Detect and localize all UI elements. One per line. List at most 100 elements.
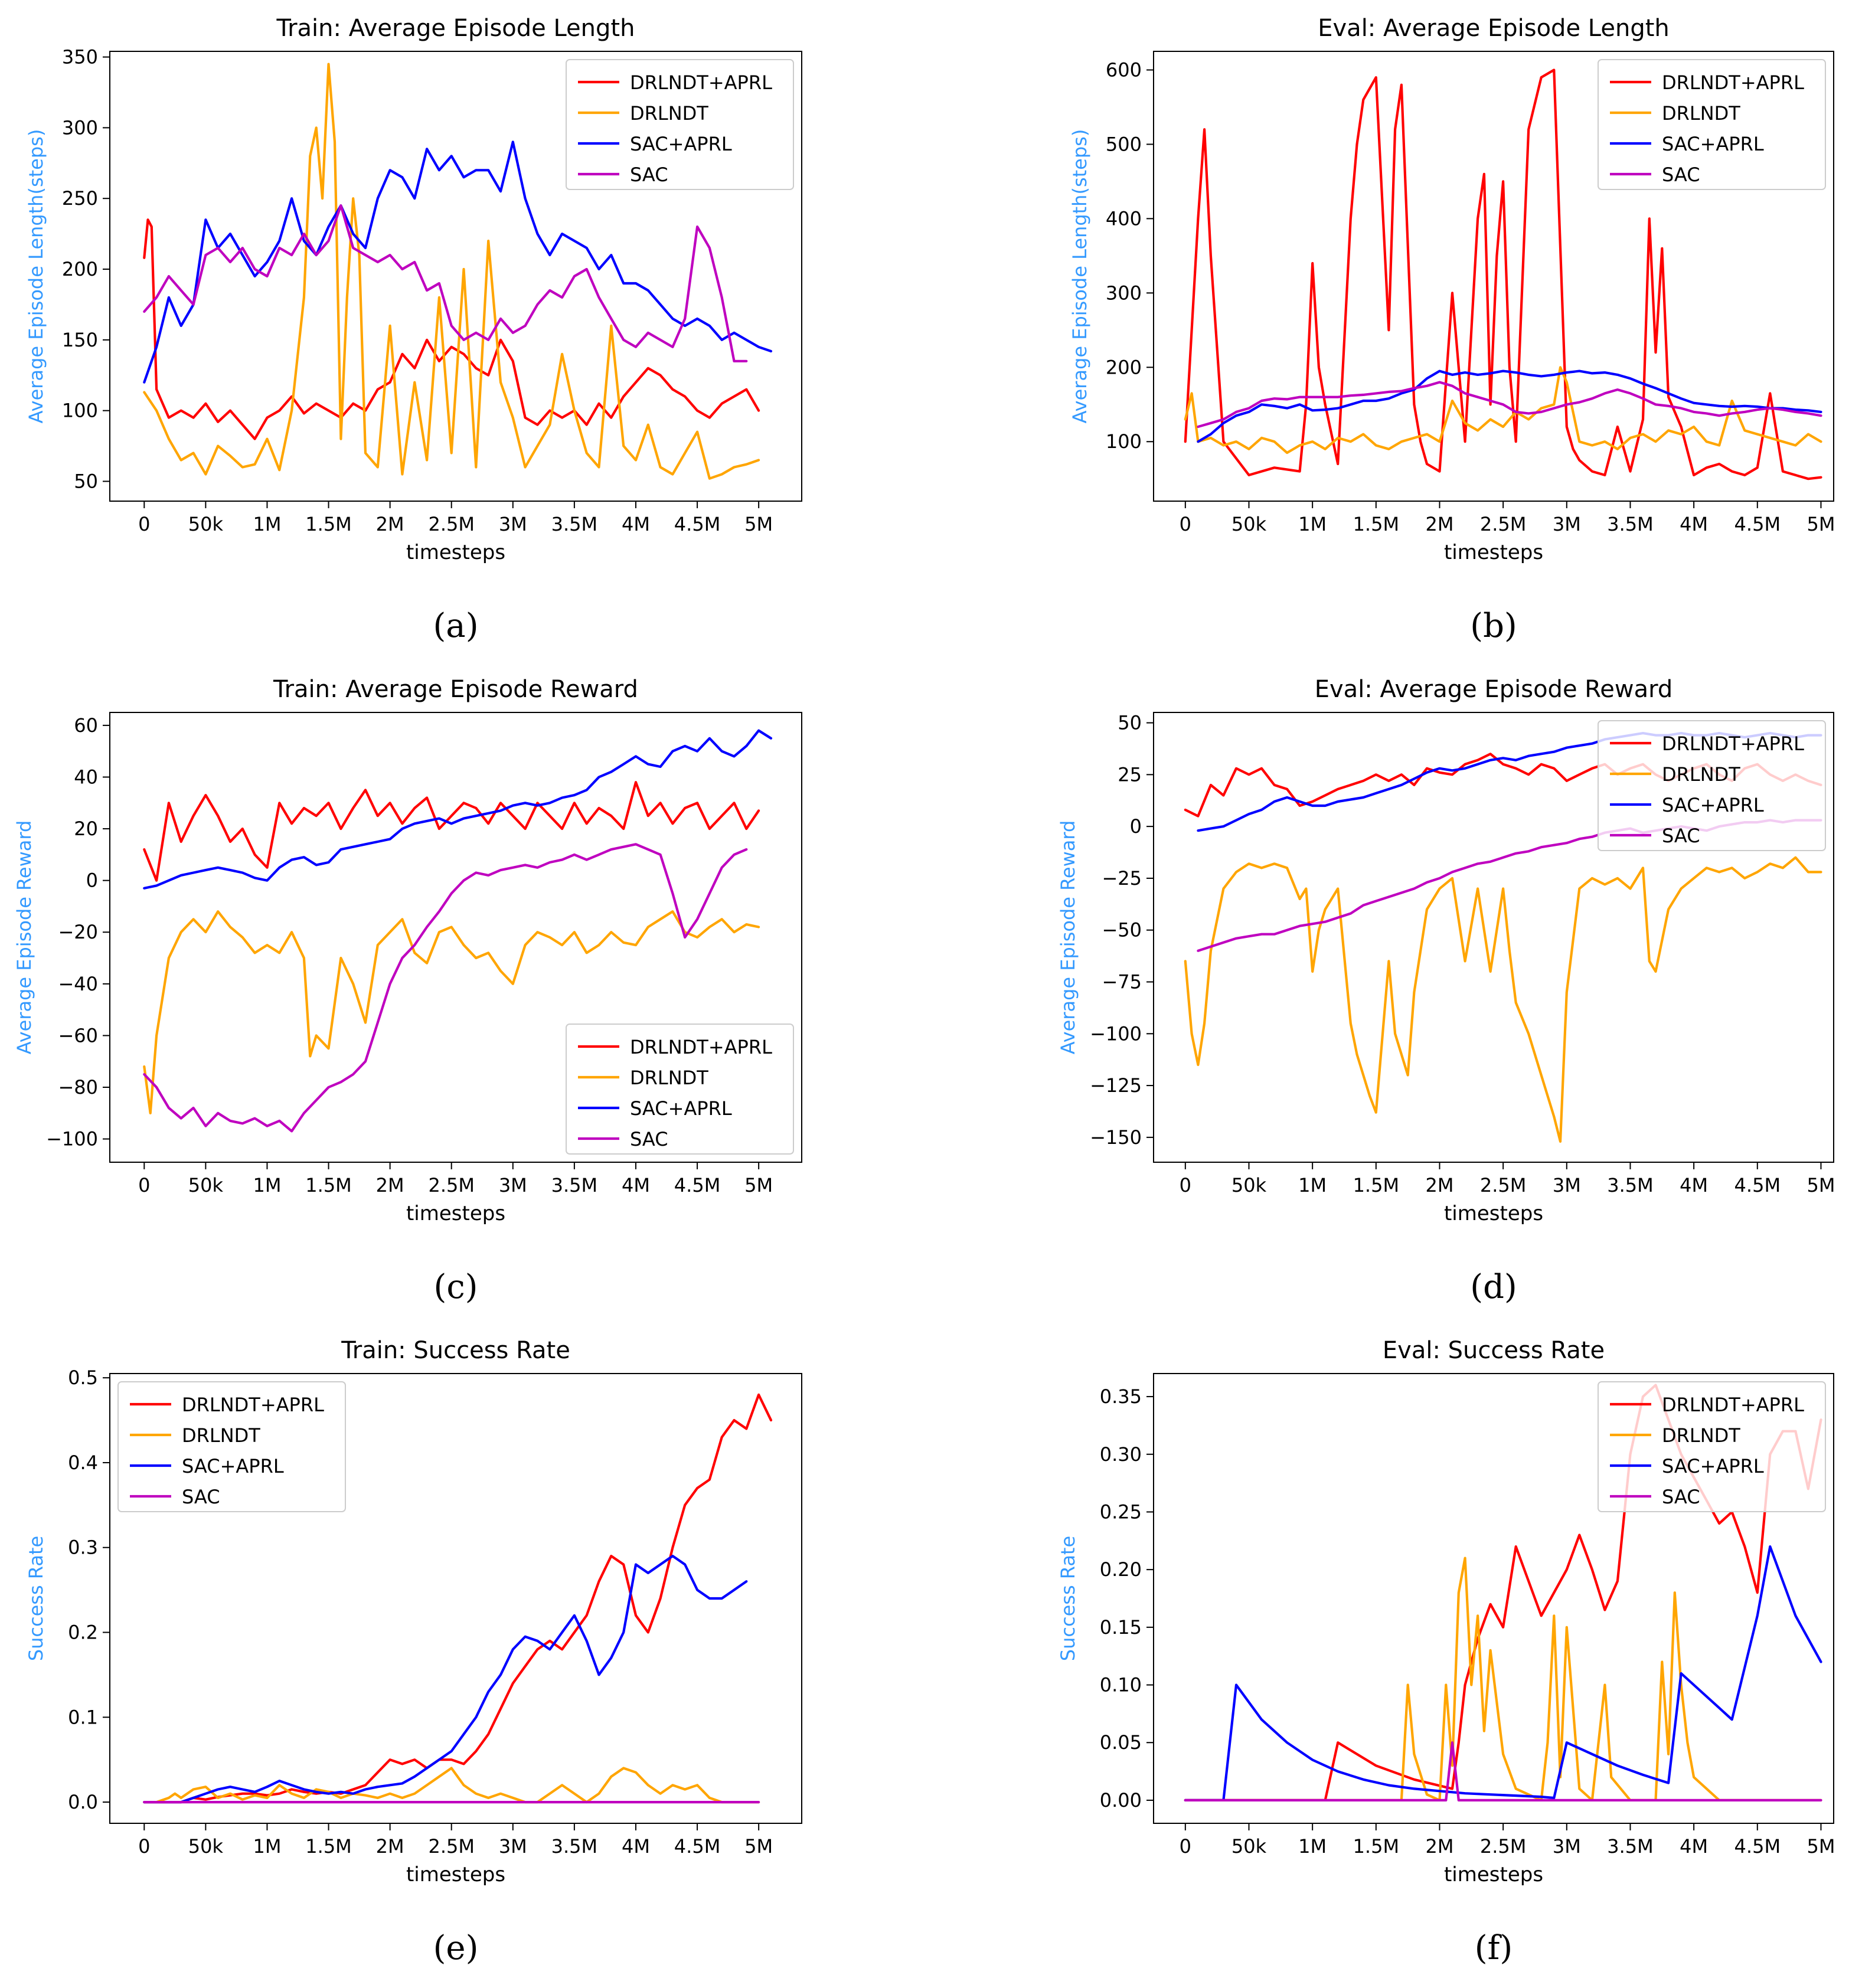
legend-entry: SAC — [630, 164, 668, 186]
y-tick-label: −125 — [1090, 1074, 1142, 1097]
x-tick-label: 3M — [499, 1174, 527, 1196]
series-line-drlndt — [143, 910, 760, 1114]
legend-box — [566, 1024, 794, 1155]
legend-entry: DRLNDT — [182, 1424, 260, 1447]
y-tick-label: 0 — [86, 869, 98, 892]
plot-frame — [1153, 51, 1834, 502]
y-tick-label: 25 — [1118, 763, 1142, 786]
legend-entry: DRLNDT — [1662, 102, 1740, 125]
legend: DRLNDT+APRL DRLNDT SAC+APRL SAC — [117, 1381, 346, 1512]
x-tick-label: 2M — [376, 513, 404, 535]
panel-caption: (c) — [433, 1268, 478, 1306]
x-tick-label: 1M — [253, 1835, 281, 1858]
chart-title: Train: Average Episode Reward — [273, 676, 638, 703]
x-tick-label: 4M — [622, 513, 650, 535]
x-tick-label: 2.5M — [428, 513, 475, 535]
x-tick-label: 4M — [622, 1835, 650, 1858]
y-tick-label: 100 — [1106, 430, 1142, 453]
y-axis-label: Average Episode Reward — [1057, 820, 1079, 1055]
series-line-sac — [1197, 381, 1822, 429]
plot-frame — [109, 1373, 802, 1824]
plot-frame — [1153, 1373, 1834, 1824]
plot-frame — [109, 51, 802, 502]
legend-entry: SAC+APRL — [182, 1455, 284, 1477]
x-tick-label: 1M — [1298, 513, 1327, 535]
y-tick-label: 600 — [1106, 58, 1142, 81]
y-tick-label: 0.05 — [1100, 1731, 1142, 1754]
y-tick-label: −40 — [58, 973, 98, 995]
series-line-sac-plus-aprl — [143, 1555, 748, 1804]
y-tick-label: 250 — [62, 187, 98, 210]
x-tick-label: 3M — [1553, 1835, 1581, 1858]
series-line-sac — [143, 843, 748, 1133]
x-tick-label: 3.5M — [1607, 1835, 1654, 1858]
y-axis-label: Success Rate — [25, 1536, 47, 1661]
x-axis-label: timesteps — [406, 541, 505, 564]
x-tick-label: 2.5M — [1480, 1174, 1527, 1196]
y-tick-label: 60 — [74, 714, 98, 737]
y-tick-label: −60 — [58, 1024, 98, 1047]
x-tick-label: 0 — [1180, 513, 1191, 535]
panel-caption: (f) — [1475, 1929, 1513, 1967]
y-tick-label: 20 — [74, 818, 98, 840]
y-tick-label: 0.5 — [68, 1366, 98, 1389]
x-axis-label: timesteps — [1444, 541, 1543, 564]
series-line-drlndt-plus-aprl — [1184, 1384, 1822, 1801]
x-axis-label: timesteps — [1444, 1202, 1543, 1225]
y-tick-label: −75 — [1102, 970, 1142, 993]
x-tick-label: 1.5M — [305, 1835, 352, 1858]
chart-title: Train: Success Rate — [341, 1337, 570, 1364]
legend: DRLNDT+APRL DRLNDT SAC+APRL SAC — [1598, 720, 1826, 851]
x-tick-label: 2M — [376, 1835, 404, 1858]
series-line-drlndt-plus-aprl — [143, 218, 760, 440]
x-tick-label: 4.5M — [1734, 513, 1781, 535]
x-tick-label: 3M — [499, 1835, 527, 1858]
y-tick-label: 100 — [62, 400, 98, 422]
x-tick-label: 4.5M — [1734, 1835, 1781, 1858]
panel-caption: (b) — [1470, 607, 1517, 645]
series-group — [1184, 1384, 1822, 1801]
series-group — [143, 1393, 773, 1804]
legend-box — [566, 59, 794, 190]
series-line-sac-plus-aprl — [1184, 1545, 1822, 1801]
panel-caption: (e) — [433, 1929, 479, 1967]
plot-frame — [109, 712, 802, 1163]
x-tick-label: 50k — [1231, 1835, 1267, 1858]
x-tick-label: 50k — [1231, 1174, 1267, 1196]
y-axis-label: Average Episode Length(steps) — [25, 129, 47, 424]
x-tick-label: 0 — [138, 1174, 150, 1196]
y-tick-label: 0.10 — [1100, 1674, 1142, 1696]
panel-caption: (a) — [433, 607, 478, 645]
x-tick-label: 1M — [1298, 1835, 1327, 1858]
legend-entry: DRLNDT — [1662, 763, 1740, 786]
x-tick-label: 0 — [1180, 1174, 1191, 1196]
chart-panel-5: Train: Success Rate 0 50k 1M 1.5M 2M 2.5M 3M 3.5… — [25, 1337, 802, 1967]
y-tick-label: 350 — [62, 46, 98, 68]
y-tick-label: 200 — [62, 258, 98, 280]
x-tick-label: 3.5M — [1607, 1174, 1654, 1196]
series-line-drlndt — [1184, 856, 1822, 1143]
chart-panel-4: Eval: Average Episode Reward 0 50k 1M 1.5M 2M… — [1057, 676, 1835, 1306]
y-tick-label: −100 — [1090, 1022, 1142, 1045]
y-tick-label: 50 — [74, 470, 98, 492]
x-tick-label: 3.5M — [551, 1835, 598, 1858]
x-tick-label: 1.5M — [305, 1174, 352, 1196]
series-line-sac-plus-aprl — [1197, 370, 1822, 443]
legend-box — [117, 1381, 346, 1512]
y-tick-label: 0.00 — [1100, 1789, 1142, 1812]
legend-entry: SAC+APRL — [1662, 1455, 1764, 1477]
x-tick-label: 4M — [1680, 1174, 1708, 1196]
y-tick-label: 0.3 — [68, 1536, 98, 1559]
x-tick-label: 2.5M — [1480, 513, 1527, 535]
series-line-sac-plus-aprl — [143, 140, 773, 384]
x-tick-label: 3M — [1553, 513, 1581, 535]
y-tick-label: 50 — [1118, 712, 1142, 734]
legend-entry: DRLNDT+APRL — [630, 71, 772, 94]
series-line-drlndt — [143, 1767, 760, 1804]
series-line-drlndt-plus-aprl — [143, 781, 760, 882]
legend-entry: SAC+APRL — [1662, 794, 1764, 816]
y-axis-label: Average Episode Reward — [13, 820, 35, 1055]
x-tick-label: 2M — [1426, 513, 1454, 535]
legend-entry: DRLNDT+APRL — [182, 1394, 324, 1416]
y-tick-label: 0.15 — [1100, 1616, 1142, 1639]
